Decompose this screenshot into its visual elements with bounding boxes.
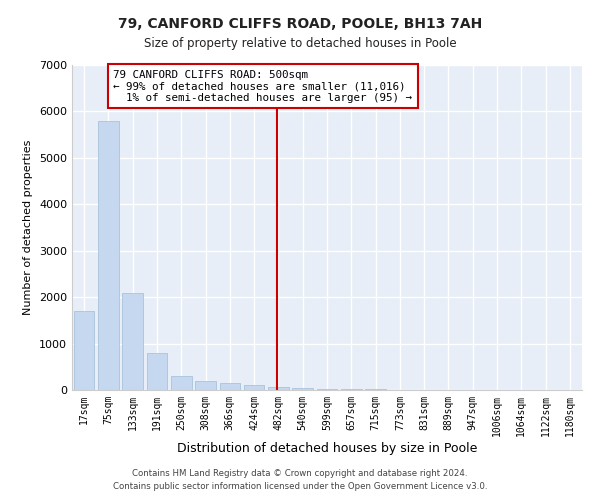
Bar (292, 388, 313, 390)
Text: Contains HM Land Registry data © Crown copyright and database right 2024.: Contains HM Land Registry data © Crown c… (132, 468, 468, 477)
X-axis label: Distribution of detached houses by size in Poole: Distribution of detached houses by size … (177, 442, 477, 454)
Bar (244, 386, 265, 390)
Text: 79, CANFORD CLIFFS ROAD, POOLE, BH13 7AH: 79, CANFORD CLIFFS ROAD, POOLE, BH13 7AH (118, 18, 482, 32)
Bar (220, 383, 240, 390)
Bar (195, 380, 216, 390)
Text: Contains public sector information licensed under the Open Government Licence v3: Contains public sector information licen… (113, 482, 487, 491)
Text: 79 CANFORD CLIFFS ROAD: 500sqm
← 99% of detached houses are smaller (11,016)
  1: 79 CANFORD CLIFFS ROAD: 500sqm ← 99% of … (113, 70, 412, 103)
Y-axis label: Number of detached properties: Number of detached properties (23, 140, 34, 315)
Text: Size of property relative to detached houses in Poole: Size of property relative to detached ho… (143, 38, 457, 51)
Bar (98, 120, 119, 390)
Bar (171, 376, 191, 390)
Bar (268, 387, 289, 390)
Bar (74, 311, 94, 390)
Bar (317, 388, 337, 390)
Bar (146, 353, 167, 390)
Bar (341, 389, 362, 390)
Bar (122, 292, 143, 390)
